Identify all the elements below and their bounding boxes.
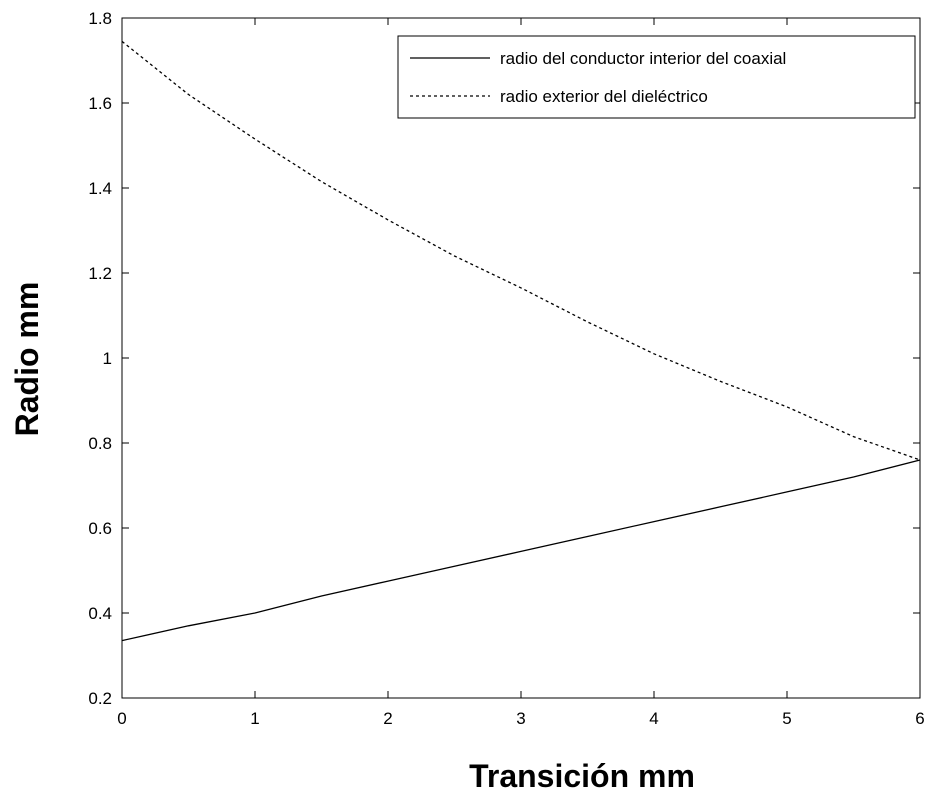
y-tick-label: 1: [103, 349, 112, 368]
y-tick-label: 0.8: [88, 434, 112, 453]
x-tick-label: 3: [516, 709, 525, 728]
y-tick-label: 0.4: [88, 604, 112, 623]
x-tick-label: 0: [117, 709, 126, 728]
x-tick-label: 4: [649, 709, 658, 728]
y-tick-label: 0.6: [88, 519, 112, 538]
legend-label-dielectric: radio exterior del dieléctrico: [500, 87, 708, 106]
y-axis-title: Radio mm: [9, 282, 45, 437]
y-tick-label: 1.4: [88, 179, 112, 198]
axis-ticks: 0 1 2 3 4 5 6 0.2 0.4 0.6 0.8 1 1.2 1.4 1.6 1.8: [88, 9, 924, 728]
y-tick-label: 1.8: [88, 9, 112, 28]
series-line-inner-conductor-radius: [121, 459, 921, 642]
legend-box: [397, 35, 916, 119]
legend: radio del conductor interior del coaxial…: [397, 35, 916, 119]
x-tick-label: 2: [383, 709, 392, 728]
y-tick-label: 1.6: [88, 94, 112, 113]
x-tick-label: 5: [782, 709, 791, 728]
x-axis-title: Transición mm: [469, 758, 695, 794]
series-line-dielectric-outer-radius: [121, 40, 921, 461]
plot-area: [121, 17, 921, 699]
y-tick-label: 0.2: [88, 689, 112, 708]
legend-label-inner-conductor: radio del conductor interior del coaxial: [500, 49, 786, 68]
x-tick-label: 1: [250, 709, 259, 728]
x-tick-label: 6: [915, 709, 924, 728]
series-layer: [121, 40, 921, 642]
y-tick-label: 1.2: [88, 264, 112, 283]
